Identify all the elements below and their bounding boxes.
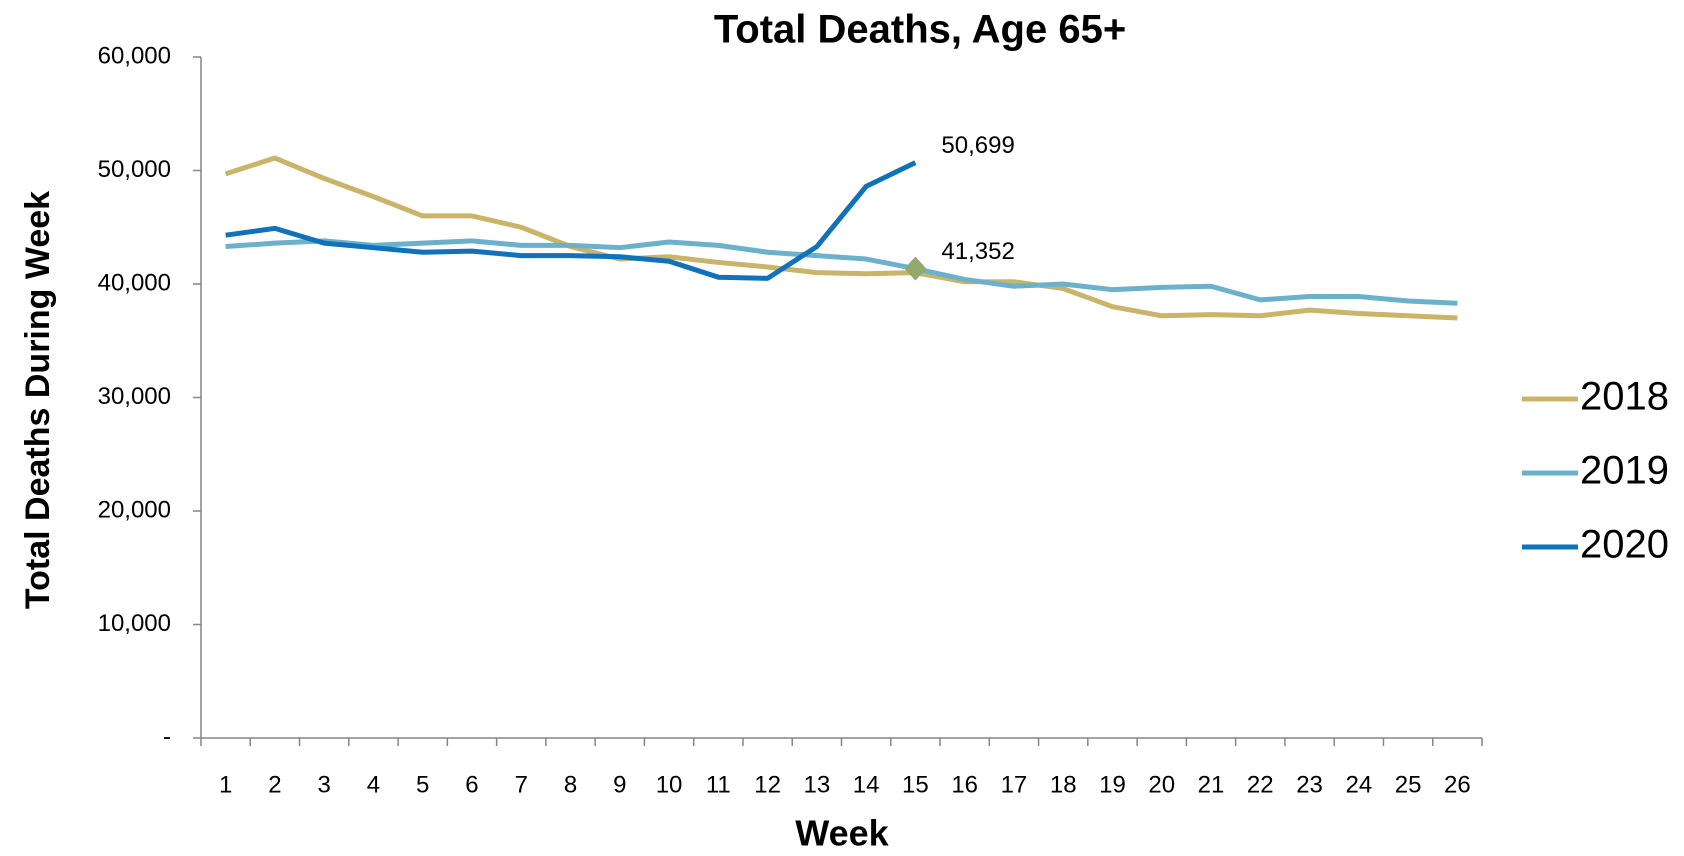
legend-label: 2020 [1580, 523, 1669, 567]
x-tick-label: 13 [804, 771, 831, 798]
x-tick-label: 6 [465, 771, 478, 798]
x-tick-label: 17 [1001, 771, 1028, 798]
data-label: 41,352 [941, 238, 1014, 265]
y-tick-label: 30,000 [98, 383, 171, 410]
x-tick-label: 21 [1198, 771, 1225, 798]
x-tick-label: 5 [416, 771, 429, 798]
x-tick-label: 12 [754, 771, 781, 798]
y-tick-label: 50,000 [98, 156, 171, 183]
x-axis-title: Week [795, 813, 889, 854]
x-tick-label: 14 [853, 771, 880, 798]
y-tick-label: 10,000 [98, 610, 171, 637]
x-tick-label: 22 [1247, 771, 1274, 798]
point-marker [904, 256, 927, 281]
y-tick-label: 40,000 [98, 269, 171, 296]
y-tick-label: - [163, 723, 171, 750]
y-tick-label: 20,000 [98, 496, 171, 523]
x-tick-label: 4 [367, 771, 380, 798]
x-tick-label: 15 [902, 771, 929, 798]
legend-label: 2018 [1580, 375, 1669, 419]
x-tick-label: 19 [1099, 771, 1126, 798]
x-tick-label: 25 [1395, 771, 1422, 798]
x-tick-label: 24 [1345, 771, 1372, 798]
x-tick-label: 18 [1050, 771, 1077, 798]
y-tick-label: 60,000 [98, 42, 171, 69]
series-line [225, 160, 917, 281]
series-line [225, 238, 1458, 306]
x-tick-label: 2 [268, 771, 281, 798]
x-tick-label: 26 [1444, 771, 1471, 798]
x-tick-label: 3 [317, 771, 330, 798]
series-line [224, 155, 1458, 321]
chart-title: Total Deaths, Age 65+ [714, 8, 1126, 52]
legend-label: 2019 [1580, 449, 1669, 493]
x-tick-label: 23 [1296, 771, 1323, 798]
x-tick-label: 8 [564, 771, 577, 798]
data-label: 50,699 [941, 132, 1014, 159]
x-tick-label: 7 [515, 771, 528, 798]
x-tick-label: 10 [656, 771, 683, 798]
x-tick-label: 11 [706, 771, 731, 798]
y-axis-title: Total Deaths During Week [19, 191, 57, 609]
x-tick-label: 16 [951, 771, 978, 798]
x-tick-label: 9 [613, 771, 626, 798]
x-tick-label: 20 [1148, 771, 1175, 798]
x-tick-label: 1 [219, 771, 232, 798]
